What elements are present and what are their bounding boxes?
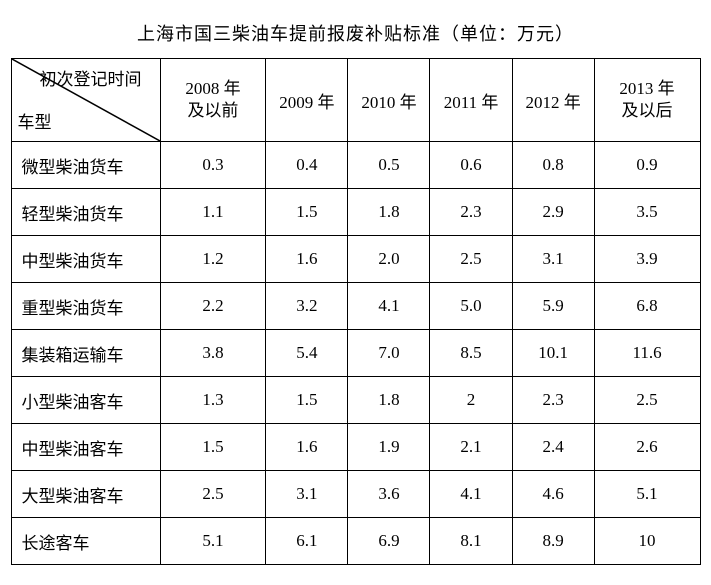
row-label: 小型柴油客车 (11, 377, 160, 424)
col-header-line1: 2009 年 (279, 93, 334, 112)
table-title: 上海市国三柴油车提前报废补贴标准（单位：万元） (10, 20, 701, 46)
data-cell: 2.1 (430, 424, 512, 471)
col-header: 2011 年 (430, 59, 512, 142)
data-cell: 4.6 (512, 471, 594, 518)
data-cell: 8.5 (430, 330, 512, 377)
table-row: 轻型柴油货车1.11.51.82.32.93.5 (11, 189, 700, 236)
col-header-line1: 2013 年 (619, 79, 674, 98)
table-row: 小型柴油客车1.31.51.822.32.5 (11, 377, 700, 424)
row-label: 中型柴油客车 (11, 424, 160, 471)
data-cell: 8.9 (512, 518, 594, 565)
row-label: 大型柴油客车 (11, 471, 160, 518)
data-cell: 10 (594, 518, 700, 565)
data-cell: 5.1 (160, 518, 266, 565)
data-cell: 2.6 (594, 424, 700, 471)
diag-header-bottom: 车型 (18, 108, 52, 133)
table-row: 集装箱运输车3.85.47.08.510.111.6 (11, 330, 700, 377)
row-label: 长途客车 (11, 518, 160, 565)
row-label: 微型柴油货车 (11, 142, 160, 189)
data-cell: 3.1 (512, 236, 594, 283)
col-header: 2013 年及以后 (594, 59, 700, 142)
data-cell: 5.9 (512, 283, 594, 330)
data-cell: 3.9 (594, 236, 700, 283)
col-header-line2: 及以前 (187, 101, 238, 120)
data-cell: 1.8 (348, 189, 430, 236)
data-cell: 6.1 (266, 518, 348, 565)
data-cell: 5.4 (266, 330, 348, 377)
col-header: 2008 年及以前 (160, 59, 266, 142)
col-header-line1: 2011 年 (444, 93, 499, 112)
data-cell: 8.1 (430, 518, 512, 565)
data-cell: 1.3 (160, 377, 266, 424)
diagonal-header-cell: 初次登记时间 车型 (11, 59, 160, 142)
table-row: 微型柴油货车0.30.40.50.60.80.9 (11, 142, 700, 189)
data-cell: 7.0 (348, 330, 430, 377)
col-header: 2012 年 (512, 59, 594, 142)
table-row: 大型柴油客车2.53.13.64.14.65.1 (11, 471, 700, 518)
data-cell: 1.2 (160, 236, 266, 283)
data-cell: 0.4 (266, 142, 348, 189)
data-cell: 10.1 (512, 330, 594, 377)
table-row: 长途客车5.16.16.98.18.910 (11, 518, 700, 565)
row-label: 集装箱运输车 (11, 330, 160, 377)
data-cell: 1.8 (348, 377, 430, 424)
col-header: 2009 年 (266, 59, 348, 142)
data-cell: 3.1 (266, 471, 348, 518)
data-cell: 0.3 (160, 142, 266, 189)
table-row: 中型柴油货车1.21.62.02.53.13.9 (11, 236, 700, 283)
data-cell: 3.2 (266, 283, 348, 330)
col-header-line1: 2012 年 (525, 93, 580, 112)
col-header-line2: 及以后 (622, 101, 673, 120)
data-cell: 2.9 (512, 189, 594, 236)
data-cell: 2.5 (594, 377, 700, 424)
data-cell: 3.5 (594, 189, 700, 236)
data-cell: 2.5 (430, 236, 512, 283)
data-cell: 5.0 (430, 283, 512, 330)
data-cell: 2.5 (160, 471, 266, 518)
table-row: 重型柴油货车2.23.24.15.05.96.8 (11, 283, 700, 330)
data-cell: 2.3 (512, 377, 594, 424)
data-cell: 2 (430, 377, 512, 424)
data-cell: 0.5 (348, 142, 430, 189)
data-cell: 2.4 (512, 424, 594, 471)
data-cell: 6.8 (594, 283, 700, 330)
data-cell: 5.1 (594, 471, 700, 518)
data-cell: 11.6 (594, 330, 700, 377)
data-cell: 4.1 (348, 283, 430, 330)
row-label: 轻型柴油货车 (11, 189, 160, 236)
col-header: 2010 年 (348, 59, 430, 142)
data-cell: 2.0 (348, 236, 430, 283)
table-head: 初次登记时间 车型 2008 年及以前 2009 年 2010 年 2011 年… (11, 59, 700, 142)
data-cell: 2.3 (430, 189, 512, 236)
data-cell: 1.5 (266, 189, 348, 236)
data-cell: 3.6 (348, 471, 430, 518)
table-row: 中型柴油客车1.51.61.92.12.42.6 (11, 424, 700, 471)
data-cell: 2.2 (160, 283, 266, 330)
data-cell: 4.1 (430, 471, 512, 518)
data-cell: 1.9 (348, 424, 430, 471)
table-body: 微型柴油货车0.30.40.50.60.80.9轻型柴油货车1.11.51.82… (11, 142, 700, 565)
col-header-line1: 2010 年 (361, 93, 416, 112)
data-cell: 3.8 (160, 330, 266, 377)
data-cell: 6.9 (348, 518, 430, 565)
subsidy-table: 初次登记时间 车型 2008 年及以前 2009 年 2010 年 2011 年… (11, 58, 701, 565)
data-cell: 0.9 (594, 142, 700, 189)
data-cell: 1.6 (266, 236, 348, 283)
data-cell: 1.5 (160, 424, 266, 471)
data-cell: 1.5 (266, 377, 348, 424)
data-cell: 0.8 (512, 142, 594, 189)
col-header-line1: 2008 年 (185, 79, 240, 98)
row-label: 中型柴油货车 (11, 236, 160, 283)
row-label: 重型柴油货车 (11, 283, 160, 330)
data-cell: 1.6 (266, 424, 348, 471)
diag-header-top: 初次登记时间 (40, 65, 156, 90)
data-cell: 0.6 (430, 142, 512, 189)
data-cell: 1.1 (160, 189, 266, 236)
